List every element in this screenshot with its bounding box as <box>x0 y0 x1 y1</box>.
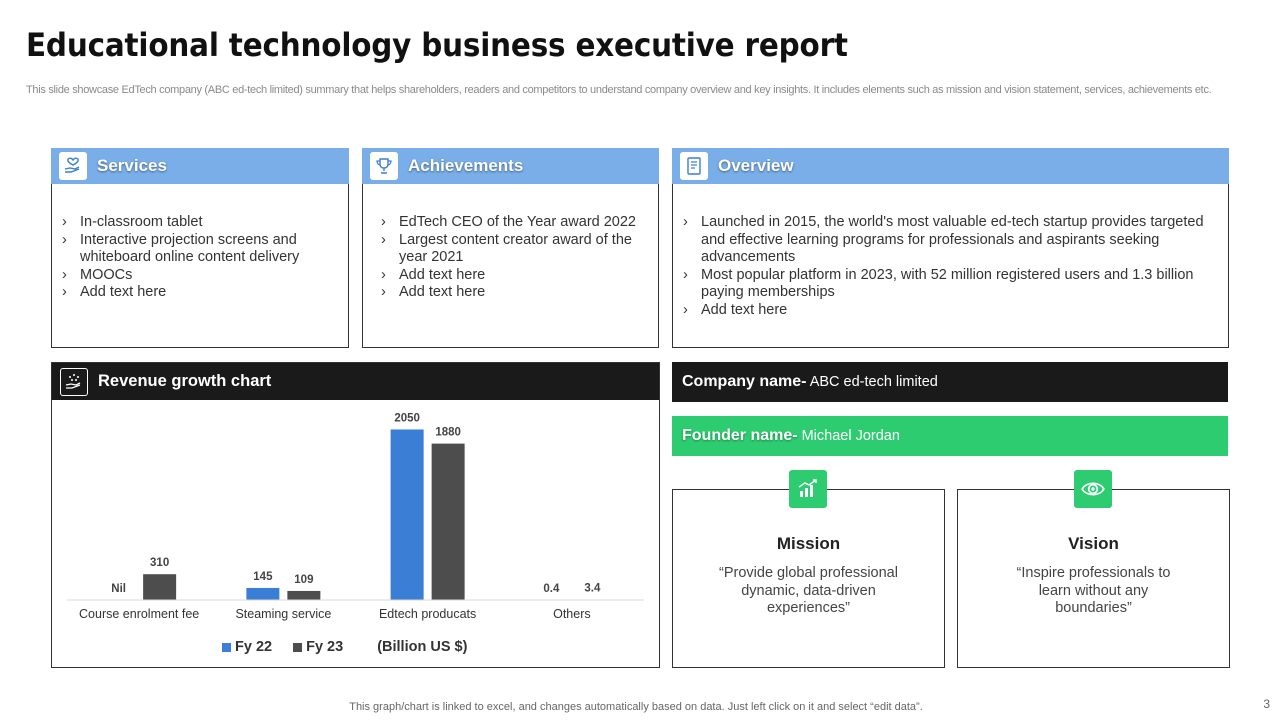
company-name-bar: Company name- ABC ed-tech limited <box>672 362 1228 402</box>
mission-box: Mission “Provide global professional dyn… <box>672 489 945 668</box>
revenue-chart-panel: Revenue growth chart Nil 310 145 109 2050 188… <box>51 362 660 668</box>
data-label: 310 <box>150 557 169 569</box>
page-subtitle: This slide showcase EdTech company (ABC … <box>26 84 1212 96</box>
services-body: In-classroom tablet Interactive projecti… <box>51 184 349 348</box>
achievements-card: Achievements EdTech CEO of the Year awar… <box>362 148 659 348</box>
bar-fy22-2 <box>390 429 424 600</box>
bar-fy22-1 <box>246 587 280 600</box>
list-item: Add text here <box>62 284 338 302</box>
bar-fy23-2 <box>431 443 465 600</box>
vision-box: Vision “Inspire professionals to learn w… <box>957 489 1230 668</box>
document-icon <box>680 152 708 180</box>
mission-title: Mission <box>776 534 841 553</box>
achievements-title: Achievements <box>408 156 524 175</box>
list-item: Interactive projection screens and white… <box>62 232 338 267</box>
x-tick-label: Others <box>553 607 591 621</box>
list-item: Most popular platform in 2023, with 52 m… <box>683 267 1214 302</box>
achievements-body: EdTech CEO of the Year award 2022 Larges… <box>362 184 659 348</box>
legend-label-fy22: Fy 22 <box>235 639 273 655</box>
mission-text: “Provide global professional dynamic, da… <box>719 565 898 616</box>
list-item: Add text here <box>683 302 1214 320</box>
services-card: Services In-classroom tablet Interactive… <box>51 148 349 348</box>
list-item: MOOCs <box>62 267 338 285</box>
list-item: Largest content creator award of the yea… <box>381 232 648 267</box>
founder-name-value: Michael Jordan <box>797 428 900 444</box>
list-item: In-classroom tablet <box>62 214 338 232</box>
list-item: Add text here <box>381 267 648 285</box>
chart-unit-label: (Billion US $) <box>377 639 468 655</box>
services-header: Services <box>51 148 349 184</box>
trophy-icon <box>370 152 398 180</box>
services-title: Services <box>97 156 167 175</box>
founder-name-label: Founder name- <box>682 427 798 444</box>
list-item: Add text here <box>381 284 648 302</box>
revenue-bar-chart: Nil 310 145 109 2050 1880 0.4 3.4 Course enrolm… <box>67 412 644 621</box>
overview-list: Launched in 2015, the world's most valua… <box>683 214 1214 319</box>
overview-title: Overview <box>718 156 794 175</box>
founder-name-bar: Founder name- Michael Jordan <box>672 416 1228 456</box>
revenue-chart-title: Revenue growth chart <box>98 372 272 390</box>
data-label: 109 <box>294 574 313 586</box>
page-title: Educational technology business executiv… <box>26 26 848 64</box>
vision-title: Vision <box>1068 534 1119 553</box>
x-tick-label: Course enrolment fee <box>79 607 199 621</box>
hand-heart-icon <box>59 152 87 180</box>
achievements-list: EdTech CEO of the Year award 2022 Larges… <box>381 214 648 302</box>
company-name-value: ABC ed-tech limited <box>806 374 938 390</box>
data-label: 1880 <box>435 427 461 439</box>
legend-swatch-fy23 <box>293 642 303 652</box>
eye-icon <box>1074 470 1112 508</box>
page-number: 3 <box>1263 697 1270 711</box>
data-label: Nil <box>111 583 126 595</box>
overview-body: Launched in 2015, the world's most valua… <box>672 184 1229 348</box>
overview-card: Overview Launched in 2015, the world's m… <box>672 148 1229 348</box>
data-label: 145 <box>253 571 273 583</box>
chart-legend: Fy 22 Fy 23 (Billion US $) <box>222 639 467 655</box>
bar-fy23-1 <box>287 590 321 600</box>
legend-swatch-fy22 <box>222 642 231 652</box>
x-tick-label: Steaming service <box>235 607 331 621</box>
growth-chart-icon <box>789 470 827 508</box>
data-label: 3.4 <box>584 583 601 595</box>
list-item: Launched in 2015, the world's most valua… <box>683 214 1214 267</box>
revenue-chart-header: Revenue growth chart <box>52 363 659 400</box>
growth-hand-icon <box>60 367 88 396</box>
services-list: In-classroom tablet Interactive projecti… <box>62 214 338 302</box>
overview-header: Overview <box>672 148 1229 184</box>
legend-label-fy23: Fy 23 <box>306 639 344 655</box>
list-item: EdTech CEO of the Year award 2022 <box>381 214 648 232</box>
vision-text: “Inspire professionals to learn without … <box>1016 565 1171 616</box>
achievements-header: Achievements <box>362 148 659 184</box>
bar-fy23-0 <box>143 574 177 600</box>
x-tick-label: Edtech producats <box>379 607 476 621</box>
data-label: 2050 <box>394 412 420 424</box>
data-label: 0.4 <box>543 583 560 595</box>
footer-note: This graph/chart is linked to excel, and… <box>349 701 923 713</box>
company-name-label: Company name- <box>682 373 807 390</box>
